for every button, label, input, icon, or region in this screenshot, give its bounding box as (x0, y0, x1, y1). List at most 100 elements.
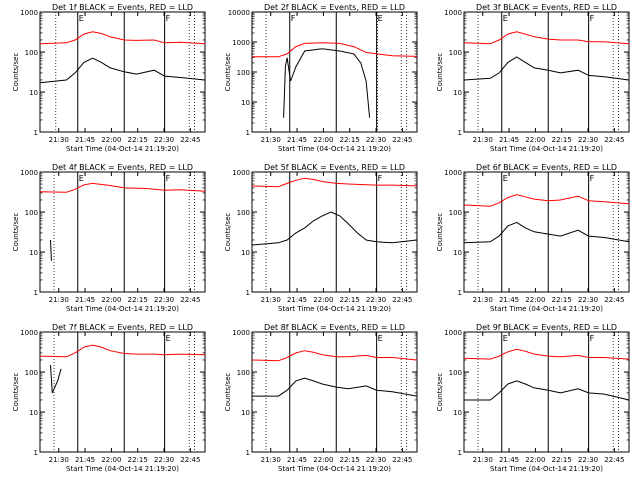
y-tick-label: 100 (449, 369, 462, 377)
series-events-line (50, 239, 52, 261)
x-tick-label: 21:45 (287, 296, 307, 304)
plot-frame (463, 331, 630, 453)
marker-label: F (166, 174, 171, 183)
y-tick-label: 100 (25, 369, 38, 377)
x-tick-label: 22:15 (340, 456, 360, 464)
series-lld-line (251, 350, 418, 362)
series-lld-line (463, 31, 630, 45)
y-tick-label: 10 (241, 99, 250, 107)
series-lld-line (39, 344, 206, 358)
x-tick-label: 22:45 (604, 136, 624, 144)
x-tick-label: 22:45 (180, 456, 200, 464)
x-tick-label: 21:30 (473, 296, 493, 304)
x-tick-label: 22:15 (340, 296, 360, 304)
chart-panel-4: Det 4f BLACK = Events, RED = LLD 1 10 100 10… (12, 163, 206, 313)
x-tick-label: 22:15 (128, 296, 148, 304)
plot-frame (251, 171, 418, 293)
x-tick-label: 21:30 (261, 296, 281, 304)
x-axis-label: Start Time (04-Oct-14 21:19:20) (66, 145, 179, 153)
marker-label: E (503, 334, 508, 343)
x-tick-label: 21:45 (75, 136, 95, 144)
plot-frame (251, 331, 418, 453)
x-tick-label: 22:15 (128, 456, 148, 464)
x-tick-label: 22:00 (101, 136, 121, 144)
x-axis-label: Start Time (04-Oct-14 21:19:20) (490, 145, 603, 153)
x-tick-label: 22:45 (392, 456, 412, 464)
x-tick-label: 22:45 (604, 456, 624, 464)
y-tick-label: 1000 (232, 39, 250, 47)
x-tick-label: 22:45 (604, 296, 624, 304)
y-axis-label: Counts/sec (224, 53, 232, 92)
plot-frame (251, 11, 418, 133)
x-tick-label: 21:30 (49, 456, 69, 464)
chart-title: Det 4f BLACK = Events, RED = LLD (52, 163, 193, 172)
y-tick-label: 1000 (20, 329, 38, 337)
y-tick-label: 1000 (20, 169, 38, 177)
chart-panel-2: Det 2f BLACK = Events, RED = LLD 1 10 100 10… (224, 3, 418, 153)
series-lld-line (39, 182, 206, 193)
x-tick-label: 22:30 (578, 456, 598, 464)
x-tick-label: 21:30 (49, 136, 69, 144)
chart-panel-7: Det 7f BLACK = Events, RED = LLD 1 10 100 10… (12, 323, 206, 473)
y-axis-label: Counts/sec (436, 373, 444, 412)
y-tick-label: 1 (34, 289, 38, 297)
x-tick-label: 22:45 (180, 136, 200, 144)
chart-title: Det 5f BLACK = Events, RED = LLD (264, 163, 405, 172)
series-events-line (251, 211, 418, 246)
plot-frame (39, 11, 206, 133)
x-axis-label: Start Time (04-Oct-14 21:19:20) (490, 305, 603, 313)
x-tick-label: 22:30 (154, 456, 174, 464)
y-tick-label: 100 (237, 209, 250, 217)
x-tick-label: 22:15 (552, 456, 572, 464)
x-axis-label: Start Time (04-Oct-14 21:19:20) (66, 305, 179, 313)
x-tick-label: 22:15 (128, 136, 148, 144)
y-tick-label: 100 (25, 49, 38, 57)
series-events-line (39, 57, 206, 84)
y-tick-label: 10 (241, 409, 250, 417)
marker-label: F (166, 14, 171, 23)
series-events-line (463, 56, 630, 81)
y-tick-label: 10 (453, 409, 462, 417)
x-tick-label: 22:45 (392, 136, 412, 144)
x-tick-label: 21:45 (499, 296, 519, 304)
series-events-line (283, 48, 371, 118)
series-events-line (463, 221, 630, 244)
marker-label: F (378, 174, 383, 183)
x-tick-label: 21:45 (287, 456, 307, 464)
x-tick-label: 21:45 (287, 136, 307, 144)
y-axis-label: Counts/sec (436, 53, 444, 92)
y-axis-label: Counts/sec (224, 213, 232, 252)
x-tick-label: 21:45 (499, 136, 519, 144)
y-tick-label: 10 (29, 89, 38, 97)
x-tick-label: 22:30 (366, 136, 386, 144)
chart-panel-9: Det 9f BLACK = Events, RED = LLD 1 10 100 10… (436, 323, 630, 473)
series-lld-line (463, 348, 630, 360)
y-tick-label: 1 (458, 129, 462, 137)
x-tick-label: 21:30 (473, 456, 493, 464)
y-tick-label: 1 (34, 449, 38, 457)
marker-label: E (79, 14, 84, 23)
chart-panel-5: Det 5f BLACK = Events, RED = LLD 1 10 100 10… (224, 163, 418, 313)
x-tick-label: 21:45 (75, 296, 95, 304)
x-tick-label: 22:45 (180, 296, 200, 304)
y-tick-label: 10 (29, 409, 38, 417)
y-tick-label: 10 (453, 89, 462, 97)
x-tick-label: 22:15 (340, 136, 360, 144)
y-tick-label: 1 (246, 449, 250, 457)
x-axis-label: Start Time (04-Oct-14 21:19:20) (66, 465, 179, 473)
y-tick-label: 100 (237, 69, 250, 77)
x-tick-label: 22:00 (525, 136, 545, 144)
y-tick-label: 1 (246, 289, 250, 297)
y-axis-label: Counts/sec (224, 373, 232, 412)
y-tick-label: 1000 (20, 9, 38, 17)
series-lld-line (252, 42, 418, 58)
marker-label: E (378, 334, 383, 343)
x-tick-label: 21:45 (499, 456, 519, 464)
series-events-line (464, 380, 630, 401)
x-tick-label: 21:30 (49, 296, 69, 304)
x-axis-label: Start Time (04-Oct-14 21:19:20) (278, 145, 391, 153)
x-tick-label: 22:00 (525, 456, 545, 464)
y-tick-label: 10 (29, 249, 38, 257)
y-axis-label: Counts/sec (12, 213, 20, 252)
